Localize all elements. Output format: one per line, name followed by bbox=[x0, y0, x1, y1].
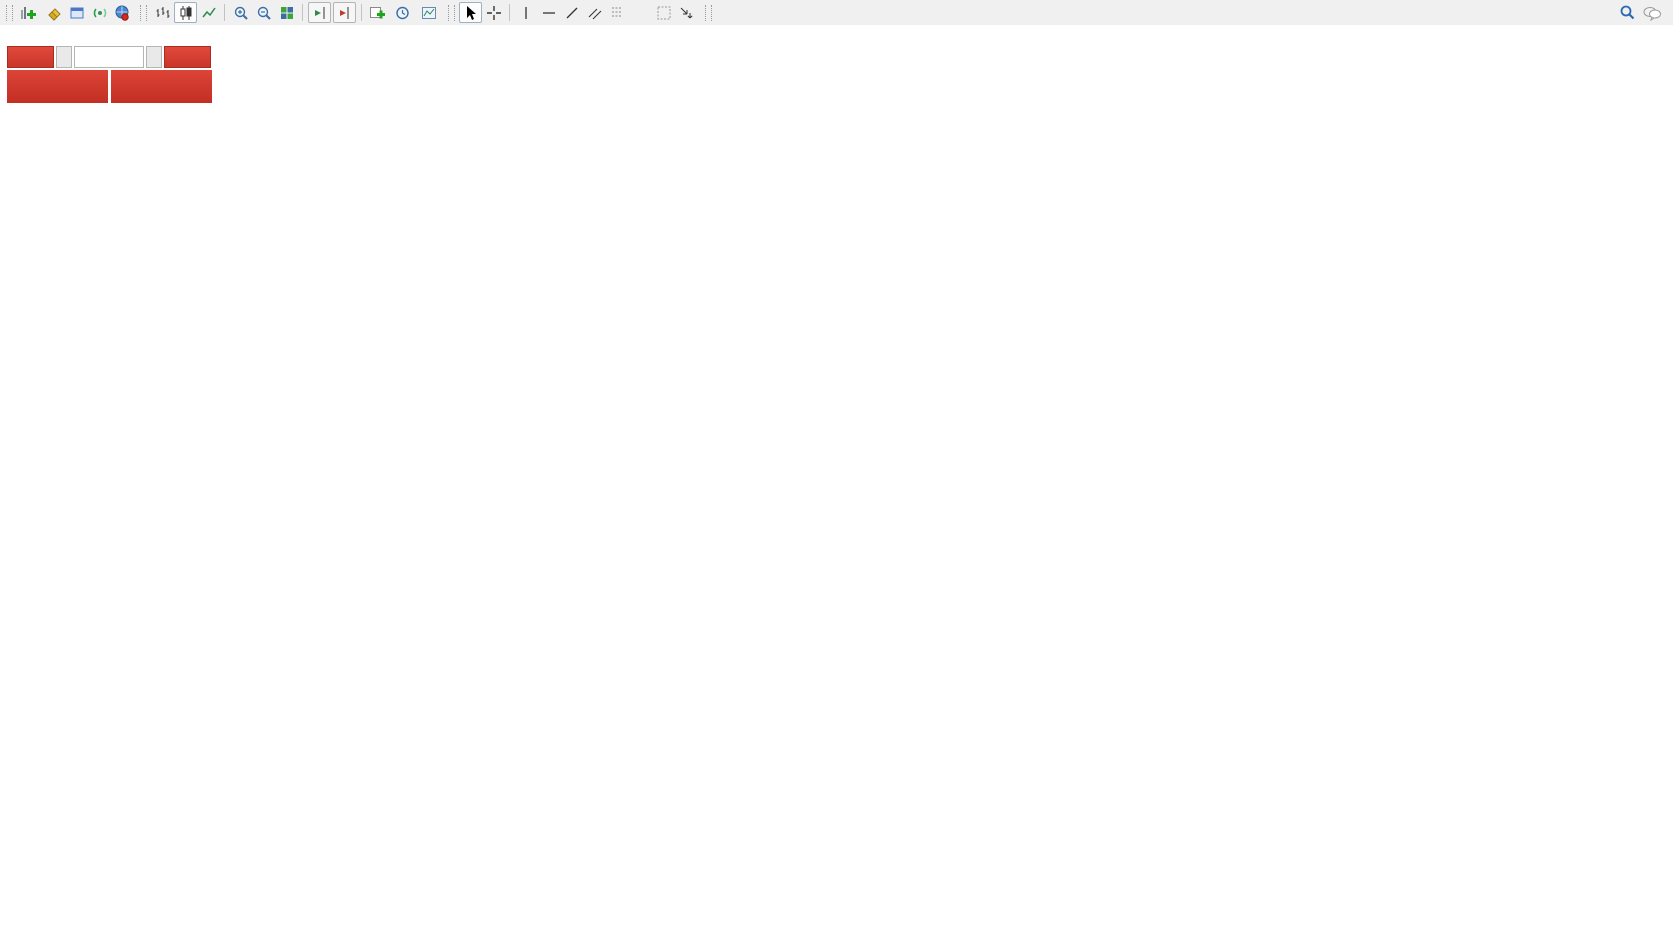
label-tool[interactable] bbox=[652, 2, 675, 23]
search-icon bbox=[1620, 5, 1635, 20]
shapes-icon bbox=[680, 7, 693, 18]
zoom-out-button[interactable] bbox=[252, 2, 275, 23]
channel-tool[interactable] bbox=[583, 2, 606, 23]
tile-windows-button[interactable] bbox=[275, 2, 298, 23]
eraser-button[interactable] bbox=[42, 2, 65, 23]
sell-price-button[interactable] bbox=[7, 70, 108, 103]
chart-shift-button[interactable] bbox=[333, 2, 356, 23]
candlestick-chart-button[interactable] bbox=[174, 2, 197, 23]
signal-icon bbox=[93, 8, 106, 17]
channel-icon bbox=[588, 8, 601, 19]
cursor-icon bbox=[466, 5, 476, 20]
horizontal-line-icon bbox=[542, 11, 555, 14]
crosshair-tool-button[interactable] bbox=[482, 2, 505, 23]
signals-button[interactable] bbox=[88, 2, 111, 23]
new-order-icon bbox=[21, 6, 36, 19]
clock-icon bbox=[396, 6, 409, 19]
search-button[interactable] bbox=[1616, 2, 1639, 23]
sell-button[interactable] bbox=[7, 46, 54, 68]
eraser-icon bbox=[47, 7, 61, 21]
add-indicator-icon bbox=[370, 6, 385, 18]
autotrading-icon bbox=[115, 5, 129, 21]
buy-button[interactable] bbox=[164, 46, 211, 68]
macd-pane[interactable] bbox=[0, 583, 1625, 764]
auto-scroll-icon bbox=[314, 6, 324, 19]
window-icon bbox=[70, 7, 83, 18]
cursor-tool-button[interactable] bbox=[459, 2, 482, 23]
trendline-tool[interactable] bbox=[560, 2, 583, 23]
toolbar-grip[interactable] bbox=[6, 4, 13, 21]
line-chart-button[interactable] bbox=[197, 2, 220, 23]
volume-increase-button[interactable] bbox=[146, 46, 162, 68]
vertical-line-tool[interactable] bbox=[514, 2, 537, 23]
toolbar-grip[interactable] bbox=[140, 4, 147, 21]
horizontal-line-tool[interactable] bbox=[537, 2, 560, 23]
chart-shift-icon bbox=[339, 6, 348, 19]
toolbar bbox=[0, 0, 1673, 25]
chat-button[interactable] bbox=[1639, 2, 1665, 23]
label-icon bbox=[657, 6, 670, 19]
buy-price-button[interactable] bbox=[111, 70, 212, 103]
volume-decrease-button[interactable] bbox=[56, 46, 72, 68]
text-icon bbox=[633, 5, 649, 21]
time-axis[interactable] bbox=[0, 929, 1625, 950]
tile-windows-icon bbox=[280, 6, 293, 19]
price-axis[interactable] bbox=[1626, 26, 1673, 928]
bar-chart-icon bbox=[156, 6, 169, 18]
fibonacci-icon bbox=[611, 7, 622, 16]
candlestick-icon bbox=[180, 5, 191, 20]
rsi-pane[interactable] bbox=[0, 768, 1625, 928]
text-tool[interactable] bbox=[629, 2, 652, 23]
indicators-button[interactable] bbox=[366, 2, 392, 23]
autotrading-button[interactable] bbox=[111, 2, 136, 23]
new-order-button[interactable] bbox=[17, 2, 42, 23]
chat-icon bbox=[1643, 6, 1661, 21]
periods-button[interactable] bbox=[392, 2, 418, 23]
shapes-tool[interactable] bbox=[675, 2, 701, 23]
trendline-icon bbox=[566, 7, 577, 18]
main-chart-pane[interactable] bbox=[0, 26, 1625, 579]
crosshair-icon bbox=[486, 5, 501, 20]
auto-scroll-button[interactable] bbox=[308, 2, 331, 23]
fibonacci-tool[interactable] bbox=[606, 2, 629, 23]
templates-button[interactable] bbox=[418, 2, 444, 23]
toolbar-grip[interactable] bbox=[705, 4, 712, 21]
one-click-trading-panel bbox=[7, 46, 215, 103]
bar-chart-button[interactable] bbox=[151, 2, 174, 23]
market-watch-button[interactable] bbox=[65, 2, 88, 23]
zoom-in-icon bbox=[234, 6, 248, 20]
toolbar-grip[interactable] bbox=[448, 4, 455, 21]
volume-input[interactable] bbox=[74, 46, 144, 68]
vertical-line-icon bbox=[524, 6, 527, 19]
zoom-in-button[interactable] bbox=[229, 2, 252, 23]
line-chart-icon bbox=[201, 7, 216, 17]
zoom-out-icon bbox=[257, 6, 271, 20]
template-icon bbox=[422, 6, 436, 19]
